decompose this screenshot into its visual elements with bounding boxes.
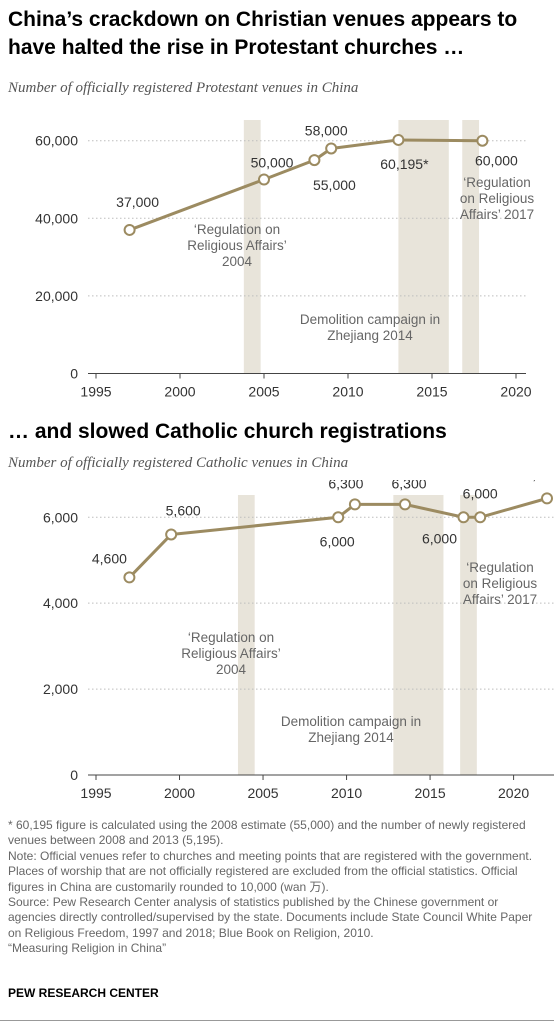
annotation-text: ‘Regulation <box>466 560 534 575</box>
data-label: 6,300 <box>391 480 426 491</box>
data-label: 6,000 <box>463 485 498 501</box>
data-label: 6,300 <box>328 480 363 491</box>
shaded-period-band <box>237 495 255 775</box>
annotation-text: 2004 <box>216 662 247 677</box>
annotation-text: ‘Regulation on <box>194 222 280 237</box>
y-tick-label: 6,000 <box>43 509 78 525</box>
annotation-text: Demolition campaign in <box>300 312 440 327</box>
data-label: 6,000 <box>422 530 457 546</box>
annotation-text: Demolition campaign in <box>281 714 421 729</box>
shaded-period-band <box>462 120 480 374</box>
data-point <box>258 173 270 186</box>
y-tick-label: 20,000 <box>35 288 78 304</box>
annotation-text: Religious Affairs’ <box>187 238 287 253</box>
data-label: 6,440 <box>524 480 554 482</box>
data-label: 37,000 <box>116 194 159 210</box>
x-tick-label: 1995 <box>80 785 111 801</box>
y-tick-label: 40,000 <box>35 210 78 226</box>
annotation-text: ‘Regulation on <box>188 630 274 645</box>
x-tick-label: 2005 <box>247 785 278 801</box>
annotation-text: 2004 <box>222 254 253 269</box>
y-tick-label: 0 <box>70 366 78 382</box>
x-tick-label: 2020 <box>498 785 529 801</box>
x-tick-label: 2020 <box>500 384 531 400</box>
x-tick-label: 2015 <box>416 384 447 400</box>
data-point <box>348 498 361 511</box>
y-tick-label: 2,000 <box>43 681 78 697</box>
pew-research-center-logo: PEW RESEARCH CENTER <box>8 986 159 1000</box>
data-point <box>541 492 553 505</box>
y-tick-label: 60,000 <box>35 133 78 149</box>
x-tick-label: 2010 <box>331 785 362 801</box>
y-tick-label: 0 <box>70 767 78 783</box>
annotation-text: Zhejiang 2014 <box>308 730 394 745</box>
annotation-text: Affairs’ 2017 <box>460 207 534 222</box>
chart-title-catholic: … and slowed Catholic church registratio… <box>8 420 447 443</box>
annotation-text: on Religious <box>463 576 538 591</box>
y-tick-label: 4,000 <box>43 595 78 611</box>
data-point <box>399 498 412 511</box>
annotation-text: ‘Regulation <box>463 175 531 190</box>
chart-title-protestant: China’s crackdown on Christian venues ap… <box>8 8 518 59</box>
shaded-period-band <box>393 495 444 775</box>
data-point <box>474 511 487 524</box>
x-tick-label: 2010 <box>332 384 363 400</box>
x-tick-label: 2000 <box>164 384 195 400</box>
data-label: 60,195* <box>380 156 429 172</box>
data-label: 55,000 <box>313 177 356 193</box>
data-label: 4,600 <box>92 550 127 566</box>
data-point <box>308 154 321 167</box>
annotation-text: Religious Affairs’ <box>181 646 281 661</box>
data-point <box>332 511 345 524</box>
chart-subtitle-protestant: Number of officially registered Protesta… <box>8 80 359 96</box>
data-label: 5,600 <box>166 502 201 518</box>
chart-notes: * 60,195 figure is calculated using the … <box>8 818 538 957</box>
bottom-divider <box>0 1020 554 1021</box>
data-point <box>457 511 470 524</box>
data-label: 60,000 <box>475 153 518 169</box>
data-point <box>325 142 338 155</box>
data-point <box>123 571 136 584</box>
annotation-text: Zhejiang 2014 <box>327 328 413 343</box>
catholic-venues-chart: 0 2,000 4,000 6,000 1995 2000 2005 2010 2015 2020… <box>43 480 554 801</box>
data-label: 58,000 <box>305 122 348 138</box>
footnote-report: “Measuring Religion in China” <box>8 941 167 956</box>
chart-subtitle-catholic: Number of officially registered Catholic… <box>8 455 349 471</box>
annotation-text: on Religious <box>460 191 535 206</box>
data-label: 50,000 <box>251 155 294 171</box>
data-point <box>392 133 405 146</box>
x-tick-label: 2015 <box>414 785 445 801</box>
shaded-period-band <box>398 120 449 374</box>
protestant-venues-chart: 0 20,000 40,000 60,000 1995 2000 2005 2010 2015 2… <box>35 120 535 400</box>
footnote-asterisk: * 60,195 figure is calculated using the … <box>8 818 526 848</box>
x-tick-label: 1995 <box>80 384 111 400</box>
data-point <box>123 223 136 236</box>
data-point <box>476 134 489 147</box>
data-point <box>165 528 178 541</box>
annotation-text: Affairs’ 2017 <box>463 592 537 607</box>
data-label: 6,000 <box>320 533 355 549</box>
footnote-note: Note: Official venues refer to churches … <box>8 848 533 894</box>
footnote-source: Source: Pew Research Center analysis of … <box>8 895 533 940</box>
x-tick-label: 2000 <box>164 785 195 801</box>
series-line <box>129 138 483 232</box>
x-tick-label: 2005 <box>248 384 279 400</box>
shaded-period-band <box>460 495 477 775</box>
